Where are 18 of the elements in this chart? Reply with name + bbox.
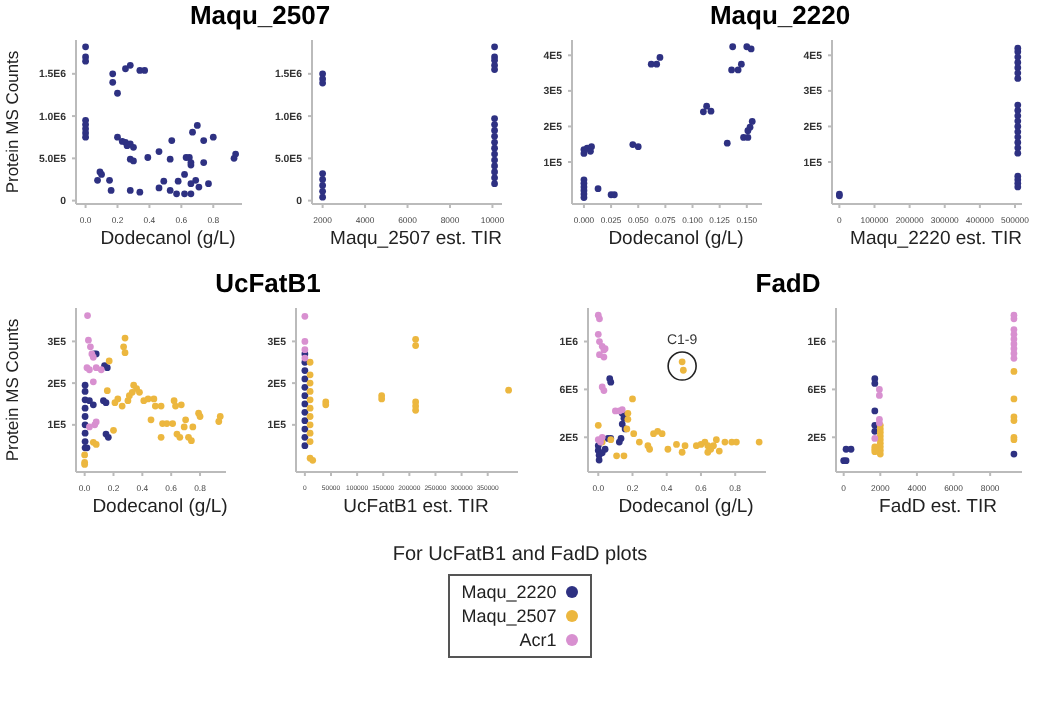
y-axis-title: Protein MS Counts [2,50,22,194]
x-axis-title: UcFatB1 est. TIR [341,496,491,518]
legend-title: For UcFatB1 and FadD plots [390,544,650,566]
chart-title: UcFatB1 [213,268,323,298]
x-axis-title: FadD est. TIR [877,496,999,518]
x-axis-title: Dodecanol (g/L) [98,228,238,250]
chart-title: Maqu_2220 [707,0,853,30]
legend-label: Acr1 [517,628,559,652]
chart-title: FadD [753,268,823,298]
x-axis-title: Dodecanol (g/L) [606,228,746,250]
legend-label: Maqu_2507 [461,604,559,628]
chart-title: Maqu_2507 [187,0,333,30]
x-axis-title: Maqu_2507 est. TIR [328,228,504,250]
y-axis-title: Protein MS Counts [2,318,22,462]
x-axis-title: Dodecanol (g/L) [616,496,756,518]
x-axis-title: Dodecanol (g/L) [90,496,230,518]
x-axis-title: Maqu_2220 est. TIR [848,228,1024,250]
legend-label: Maqu_2220 [461,580,559,604]
